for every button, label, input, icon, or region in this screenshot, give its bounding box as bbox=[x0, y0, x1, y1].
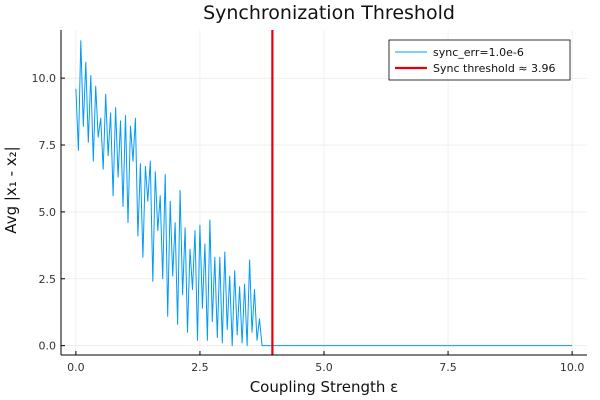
y-tick-label: 2.5 bbox=[39, 273, 57, 286]
y-tick-label: 10.0 bbox=[32, 72, 57, 85]
plot-area bbox=[75, 30, 573, 355]
y-axis-label: Avg |x₁ - x₂| bbox=[2, 146, 20, 233]
legend: sync_err=1.0e-6 Sync threshold ≈ 3.96 bbox=[388, 39, 571, 81]
x-tick-label: 5.0 bbox=[315, 361, 333, 374]
ticks: 0.0 2.5 5.0 7.5 10.0 0.0 2.5 5.0 7.5 10.0 bbox=[32, 72, 585, 374]
legend-label-0: sync_err=1.0e-6 bbox=[433, 46, 524, 59]
x-tick-label: 0.0 bbox=[67, 361, 85, 374]
y-tick-label: 5.0 bbox=[39, 206, 57, 219]
y-tick-label: 0.0 bbox=[39, 340, 57, 353]
legend-label-1: Sync threshold ≈ 3.96 bbox=[433, 62, 556, 75]
x-axis-label: Coupling Strength ε bbox=[250, 378, 399, 396]
x-tick-label: 2.5 bbox=[191, 361, 209, 374]
legend-box bbox=[388, 39, 571, 81]
x-tick-label: 7.5 bbox=[439, 361, 457, 374]
x-tick-label: 10.0 bbox=[560, 361, 585, 374]
series-line-0 bbox=[75, 40, 573, 347]
chart-title: Synchronization Threshold bbox=[203, 2, 455, 24]
y-tick-label: 7.5 bbox=[39, 139, 57, 152]
